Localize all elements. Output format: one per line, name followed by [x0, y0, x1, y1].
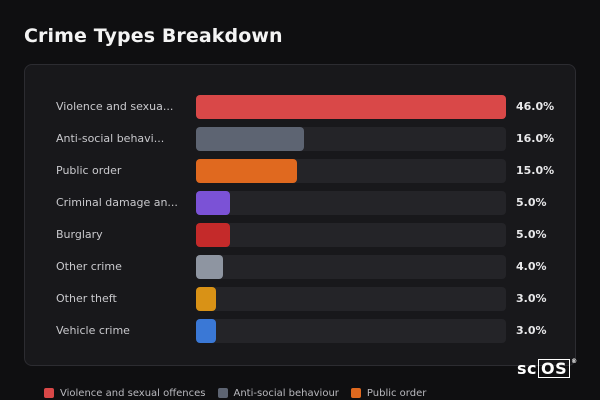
legend-label: Violence and sexual offences [60, 387, 206, 399]
bar[interactable] [196, 287, 217, 311]
bar-row: Violence and sexua... 46.0% [25, 95, 577, 119]
bar-row: Other crime 4.0% [25, 255, 577, 279]
legend-item[interactable]: Public order [350, 387, 427, 399]
bar[interactable] [196, 95, 506, 119]
bar[interactable] [196, 159, 298, 183]
logo-registered-mark: ® [571, 358, 578, 365]
value-label: 5.0% [516, 196, 547, 209]
bar-track [196, 95, 506, 119]
bar-track [196, 287, 506, 311]
bar-row: Other theft 3.0% [25, 287, 577, 311]
legend-label: Anti-social behaviour [233, 387, 339, 399]
value-label: 15.0% [516, 164, 555, 177]
bar-track [196, 159, 506, 183]
bar[interactable] [196, 319, 217, 343]
bar[interactable] [196, 127, 304, 151]
bar-row: Criminal damage an... 5.0% [25, 191, 577, 215]
chart-panel: Violence and sexua... 46.0% Anti-social be… [24, 64, 576, 366]
chart-legend: Violence and sexual offences Anti-social … [44, 386, 426, 400]
category-label: Violence and sexua... [56, 100, 174, 113]
brand-logo: sc OS ® [517, 358, 578, 378]
category-label: Anti-social behavi... [56, 132, 165, 145]
category-label: Criminal damage an... [56, 196, 178, 209]
legend-label: Public order [366, 387, 427, 399]
legend-swatch [217, 388, 228, 398]
bar[interactable] [196, 255, 223, 279]
bar-track [196, 255, 506, 279]
bar-track [196, 127, 506, 151]
chart-title: Crime Types Breakdown [24, 25, 283, 47]
value-label: 3.0% [516, 292, 547, 305]
bar-track [196, 223, 506, 247]
logo-boxed: OS [538, 358, 571, 378]
category-label: Public order [56, 164, 122, 177]
value-label: 4.0% [516, 260, 547, 273]
category-label: Other crime [56, 260, 122, 273]
legend-swatch [44, 388, 54, 398]
logo-prefix: sc [517, 358, 538, 378]
bar-track [196, 191, 506, 215]
legend-item[interactable]: Anti-social behaviour [217, 387, 339, 399]
value-label: 3.0% [516, 324, 547, 337]
bar[interactable] [196, 191, 230, 215]
legend-swatch [350, 388, 361, 398]
bar-row: Anti-social behavi... 16.0% [25, 127, 577, 151]
bar[interactable] [196, 223, 230, 247]
bar-row: Public order 15.0% [25, 159, 577, 183]
value-label: 46.0% [516, 100, 555, 113]
category-label: Other theft [56, 292, 117, 305]
value-label: 16.0% [516, 132, 555, 145]
legend-item[interactable]: Violence and sexual offences [44, 388, 206, 399]
category-label: Burglary [56, 228, 103, 241]
bar-row: Vehicle crime 3.0% [25, 319, 577, 343]
value-label: 5.0% [516, 228, 547, 241]
bar-row: Burglary 5.0% [25, 223, 577, 247]
category-label: Vehicle crime [56, 324, 130, 337]
bar-track [196, 319, 506, 343]
